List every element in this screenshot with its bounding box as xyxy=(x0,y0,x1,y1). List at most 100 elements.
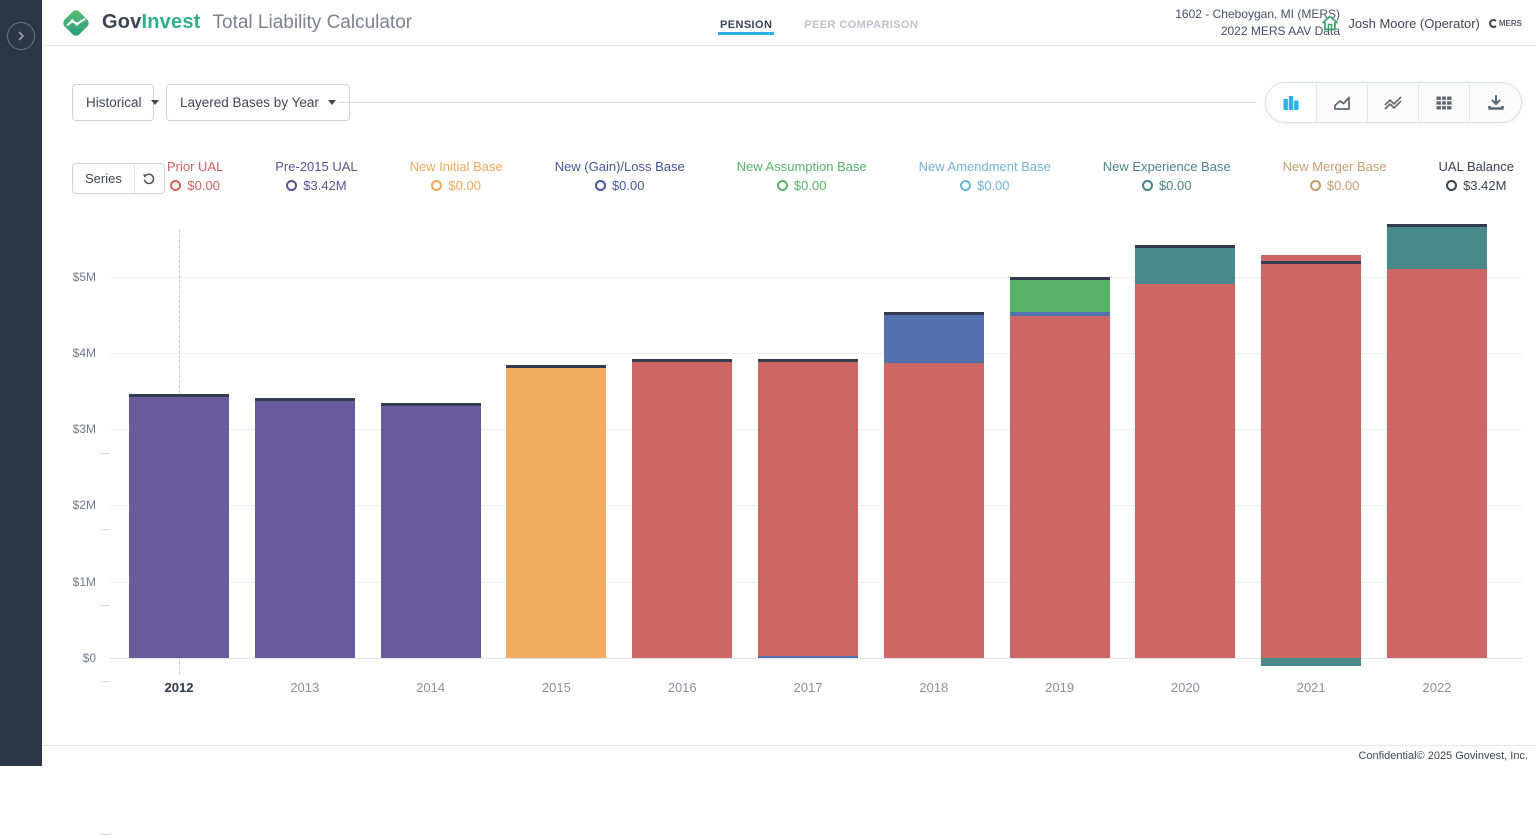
home-icon[interactable] xyxy=(1321,14,1339,32)
bar-segment-2012-pre2015_ual[interactable] xyxy=(129,397,229,658)
y-tick-label: $0 xyxy=(42,651,96,665)
legend-circle-icon[interactable] xyxy=(960,180,971,191)
legend-label: New Merger Base xyxy=(1283,158,1387,175)
bar-segment-2020-experience[interactable] xyxy=(1135,248,1235,284)
bar-segment-2019-assumption[interactable] xyxy=(1010,280,1110,311)
multi-line-icon xyxy=(1382,93,1404,113)
mode-dropdown[interactable]: Layered Bases by Year xyxy=(166,84,350,121)
y-tick xyxy=(100,453,110,454)
x-axis-label-2012[interactable]: 2012 xyxy=(124,680,234,695)
legend-item-0[interactable]: Prior UAL $0.00 xyxy=(167,158,223,193)
legend-item-4[interactable]: New Assumption Base$0.00 xyxy=(737,158,867,193)
legend-circle-icon[interactable] xyxy=(1310,180,1321,191)
bar-segment-2021-prior_ual[interactable] xyxy=(1261,255,1361,658)
y-tick xyxy=(100,529,110,530)
header-tabs: PENSION PEER COMPARISON xyxy=(718,0,920,46)
table-view-button[interactable] xyxy=(1419,83,1470,122)
legend-value: $3.42M xyxy=(303,178,346,193)
plan-context: 1602 - Cheboygan, MI (MERS) 2022 MERS AA… xyxy=(1175,6,1340,40)
x-axis-label-2019[interactable]: 2019 xyxy=(1005,680,1115,695)
x-axis-label-2021[interactable]: 2021 xyxy=(1256,680,1366,695)
legend-circle-icon[interactable] xyxy=(595,180,606,191)
brand-invest: Invest xyxy=(142,11,201,33)
bar-segment-2022-experience[interactable] xyxy=(1387,227,1487,269)
legend-circle-icon[interactable] xyxy=(431,180,442,191)
legend-value-row: $0.00 xyxy=(737,178,867,193)
legend-item-5[interactable]: New Amendment Base$0.00 xyxy=(919,158,1051,193)
legend-item-2[interactable]: New Initial Base $0.00 xyxy=(410,158,503,193)
legend-circle-icon[interactable] xyxy=(1142,180,1153,191)
footer: Confidential© 2025 Govinvest, Inc. xyxy=(42,745,1536,766)
reset-series-button[interactable] xyxy=(134,164,164,193)
ual-balance-marker-2021 xyxy=(1261,261,1361,264)
tab-peer-comparison[interactable]: PEER COMPARISON xyxy=(802,4,920,43)
bar-segment-2017-gain_loss[interactable] xyxy=(758,656,858,658)
y-tick-label: $4M xyxy=(42,346,96,360)
sidebar-expand-button[interactable] xyxy=(7,22,35,50)
chevron-down-icon xyxy=(151,100,159,105)
legend-item-6[interactable]: New Experience Base$0.00 xyxy=(1103,158,1231,193)
legend-value-row: $0.00 xyxy=(1283,178,1387,193)
y-tick-label: $1M xyxy=(42,575,96,589)
bar-segment-2016-prior_ual[interactable] xyxy=(632,362,732,658)
x-axis-label-2015[interactable]: 2015 xyxy=(501,680,611,695)
x-axis-label-2020[interactable]: 2020 xyxy=(1130,680,1240,695)
x-axis-label-2013[interactable]: 2013 xyxy=(250,680,360,695)
legend-item-8[interactable]: UAL Balance$3.42M xyxy=(1439,158,1514,193)
bar-segment-2013-pre2015_ual[interactable] xyxy=(255,401,355,658)
stacked-bar-view-button[interactable] xyxy=(1266,83,1317,122)
x-axis-label-2022[interactable]: 2022 xyxy=(1382,680,1492,695)
y-tick-label: $5M xyxy=(42,270,96,284)
line-chart-view-button[interactable] xyxy=(1368,83,1419,122)
legend-value-row: $3.42M xyxy=(1439,178,1514,193)
view-dropdown[interactable]: Historical xyxy=(72,84,154,121)
bar-segment-2019-gain_loss[interactable] xyxy=(1010,312,1110,317)
legend-item-1[interactable]: Pre-2015 UAL$3.42M xyxy=(275,158,357,193)
bar-segment-2022-prior_ual[interactable] xyxy=(1387,269,1487,658)
bar-segment-2020-prior_ual[interactable] xyxy=(1135,284,1235,658)
area-chart-view-button[interactable] xyxy=(1317,83,1368,122)
x-axis-label-2016[interactable]: 2016 xyxy=(627,680,737,695)
legend-value-row: $0.00 xyxy=(410,178,503,193)
user-name[interactable]: Josh Moore (Operator) xyxy=(1348,16,1480,31)
legend-circle-icon[interactable] xyxy=(170,180,181,191)
legend-circle-icon[interactable] xyxy=(777,180,788,191)
legend-label: New Experience Base xyxy=(1103,158,1231,175)
tab-pension[interactable]: PENSION xyxy=(718,4,774,43)
bar-segment-2018-gain_loss[interactable] xyxy=(884,315,984,362)
legend-circle-icon[interactable] xyxy=(286,180,297,191)
legend-value-row: $0.00 xyxy=(555,178,685,193)
ual-balance-marker-2018 xyxy=(884,312,984,315)
bar-segment-2017-prior_ual[interactable] xyxy=(758,362,858,656)
download-button[interactable] xyxy=(1470,83,1521,122)
ual-balance-marker-2017 xyxy=(758,359,858,362)
legend-label: New Amendment Base xyxy=(919,158,1051,175)
bar-segment-2014-pre2015_ual[interactable] xyxy=(381,406,481,658)
series-button[interactable]: Series xyxy=(72,163,165,194)
legend-value: $3.42M xyxy=(1463,178,1506,193)
bar-segment-2015-new_initial[interactable] xyxy=(506,368,606,658)
ual-balance-marker-2012 xyxy=(129,394,229,397)
legend-label: Prior UAL xyxy=(167,158,223,175)
legend-label: New Initial Base xyxy=(410,158,503,175)
chevron-right-icon xyxy=(16,31,26,41)
legend-item-7[interactable]: New Merger Base $0.00 xyxy=(1283,158,1387,193)
liability-chart: 2012 2013 2014 2015 2016 2017 2018 2019 2020 2021… xyxy=(42,222,1536,722)
legend-label: New (Gain)/Loss Base xyxy=(555,158,685,175)
bar-segment-2021-experience[interactable] xyxy=(1261,658,1361,666)
x-axis-label-2014[interactable]: 2014 xyxy=(376,680,486,695)
reset-icon xyxy=(142,172,156,186)
legend-value: $0.00 xyxy=(187,178,220,193)
chart-view-toolbar xyxy=(1265,82,1522,123)
plan-context-line1: 1602 - Cheboygan, MI (MERS) xyxy=(1175,6,1340,23)
page-title: Total Liability Calculator xyxy=(213,12,413,34)
x-axis-label-2017[interactable]: 2017 xyxy=(753,680,863,695)
legend-value-row: $3.42M xyxy=(275,178,357,193)
bar-segment-2018-prior_ual[interactable] xyxy=(884,363,984,658)
x-axis-label-2018[interactable]: 2018 xyxy=(879,680,989,695)
legend-circle-icon[interactable] xyxy=(1446,180,1457,191)
bar-segment-2019-prior_ual[interactable] xyxy=(1010,316,1110,658)
legend-item-3[interactable]: New (Gain)/Loss Base $0.00 xyxy=(555,158,685,193)
mers-logo-text: MERS xyxy=(1499,19,1522,28)
